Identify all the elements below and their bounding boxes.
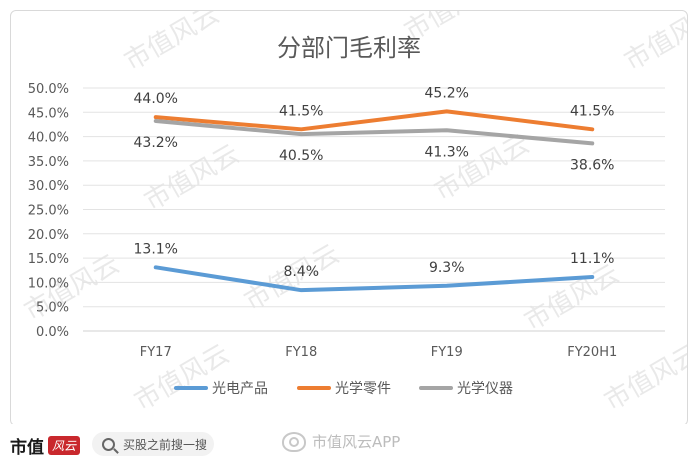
- x-tick-label: FY19: [431, 345, 463, 360]
- legend-label: 光学零件: [335, 381, 391, 397]
- y-tick-label: 0.0%: [36, 325, 69, 340]
- data-point: [590, 141, 594, 145]
- data-point: [590, 275, 594, 279]
- x-tick-label: FY17: [140, 345, 172, 360]
- series-line-1: [153, 109, 595, 132]
- data-label: 41.5%: [570, 103, 614, 119]
- brand-name: 市值: [10, 437, 44, 458]
- x-tick-label: FY18: [285, 345, 317, 360]
- brand-badge: 风云: [48, 435, 81, 455]
- search-box[interactable]: 买股之前搜一搜: [92, 432, 214, 456]
- y-tick-label: 15.0%: [28, 252, 69, 267]
- y-tick-label: 10.0%: [28, 276, 69, 291]
- data-label: 13.1%: [134, 241, 178, 257]
- data-label: 44.0%: [134, 91, 178, 107]
- data-point: [154, 115, 158, 119]
- chart-card: 市值风云市值风云市值风云市值风云市值风云市值风云市值风云市值风云市值风云市值风云…: [10, 10, 688, 426]
- data-point: [154, 265, 158, 269]
- data-label: 8.4%: [283, 264, 319, 280]
- weibo-account: 市值风云APP: [312, 433, 401, 451]
- search-icon: [102, 437, 115, 451]
- y-tick-label: 5.0%: [36, 301, 69, 316]
- data-point: [299, 132, 303, 136]
- data-label: 41.5%: [279, 103, 323, 119]
- x-tick-label: FY20H1: [567, 345, 617, 360]
- y-tick-label: 45.0%: [28, 106, 69, 121]
- data-label: 43.2%: [134, 135, 178, 151]
- weibo-attribution: 市值风云APP: [282, 431, 400, 452]
- data-point: [445, 109, 449, 113]
- y-tick-label: 25.0%: [28, 204, 69, 219]
- search-placeholder: 买股之前搜一搜: [123, 437, 208, 452]
- data-label: 38.6%: [570, 157, 614, 173]
- data-label: 41.3%: [425, 144, 469, 160]
- watermark-text: 市值风云: [620, 11, 688, 77]
- watermark-text: 市值风云: [120, 11, 225, 77]
- data-label: 40.5%: [279, 148, 323, 164]
- y-tick-label: 35.0%: [28, 155, 69, 170]
- brand-logo: 市值 风云: [10, 432, 81, 458]
- y-tick-label: 20.0%: [28, 228, 69, 243]
- chart-title: 分部门毛利率: [277, 34, 421, 62]
- gross-margin-line-chart: 市值风云市值风云市值风云市值风云市值风云市值风云市值风云市值风云市值风云市值风云…: [20, 11, 688, 417]
- series-line-0: [153, 265, 595, 293]
- data-point: [445, 284, 449, 288]
- y-tick-label: 40.0%: [28, 131, 69, 146]
- data-point: [299, 127, 303, 131]
- data-point: [590, 127, 594, 131]
- y-tick-label: 30.0%: [28, 179, 69, 194]
- data-point: [445, 128, 449, 132]
- data-label: 11.1%: [570, 251, 614, 267]
- legend-label: 光学仪器: [457, 381, 513, 397]
- footer-bar: 市值 风云 买股之前搜一搜: [0, 424, 700, 466]
- data-point: [154, 119, 158, 123]
- data-label: 9.3%: [429, 260, 465, 276]
- series-line-2: [153, 119, 595, 146]
- y-tick-label: 50.0%: [28, 82, 69, 97]
- watermark-text: 市值风云: [520, 259, 625, 337]
- watermark-text: 市值风云: [430, 129, 535, 207]
- data-point: [299, 288, 303, 292]
- legend-label: 光电产品: [212, 381, 268, 397]
- weibo-icon: [282, 431, 306, 452]
- data-label: 45.2%: [425, 85, 469, 101]
